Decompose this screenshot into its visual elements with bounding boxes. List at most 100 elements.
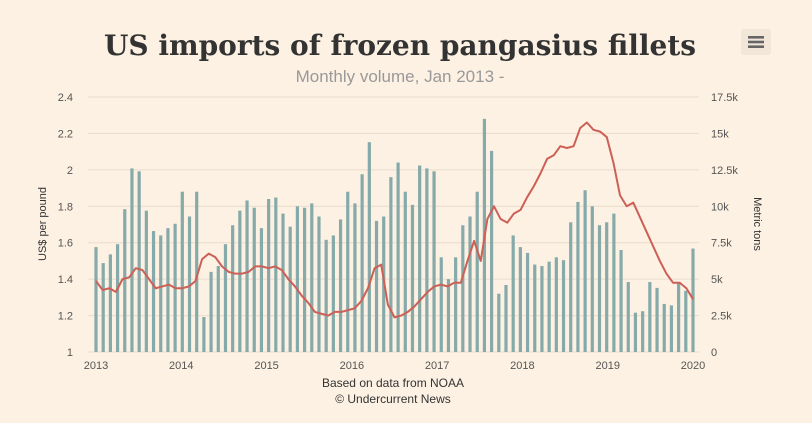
bar[interactable] bbox=[583, 190, 587, 352]
bar[interactable] bbox=[202, 317, 206, 352]
x-tick-label: 2013 bbox=[84, 360, 108, 372]
bar[interactable] bbox=[331, 235, 335, 352]
bar[interactable] bbox=[137, 171, 141, 352]
bar[interactable] bbox=[425, 168, 429, 352]
bar[interactable] bbox=[195, 191, 199, 352]
bar[interactable] bbox=[295, 206, 299, 352]
bar[interactable] bbox=[590, 206, 594, 352]
bar[interactable] bbox=[338, 219, 343, 352]
bar[interactable] bbox=[518, 247, 522, 352]
bar[interactable] bbox=[418, 165, 422, 352]
bar[interactable] bbox=[633, 312, 638, 352]
y-right-tick-labels: 0 2.5k 5k 7.5k 10k 12.5k 15k 17.5k bbox=[711, 92, 738, 359]
bar[interactable] bbox=[655, 287, 659, 352]
credit-publisher: © Undercurrent News bbox=[335, 392, 451, 406]
bar[interactable] bbox=[115, 244, 120, 352]
bar[interactable] bbox=[597, 225, 602, 352]
price-line[interactable] bbox=[95, 121, 694, 319]
bar[interactable] bbox=[677, 282, 681, 352]
chart-menu-button[interactable] bbox=[741, 29, 771, 55]
bar[interactable] bbox=[605, 222, 609, 352]
bar[interactable] bbox=[374, 220, 379, 352]
bar[interactable] bbox=[684, 290, 688, 352]
bar[interactable] bbox=[288, 226, 292, 352]
bar[interactable] bbox=[151, 231, 156, 352]
bar[interactable] bbox=[504, 284, 508, 352]
bar[interactable] bbox=[245, 200, 249, 352]
bar[interactable] bbox=[669, 305, 674, 352]
bar[interactable] bbox=[216, 266, 220, 352]
bar[interactable] bbox=[446, 279, 451, 352]
bar[interactable] bbox=[252, 207, 256, 352]
bar[interactable] bbox=[547, 261, 551, 352]
bar[interactable] bbox=[209, 271, 213, 352]
bar[interactable] bbox=[576, 201, 580, 352]
bar[interactable] bbox=[561, 260, 566, 352]
bar[interactable] bbox=[101, 263, 105, 352]
bar[interactable] bbox=[108, 254, 112, 352]
bar[interactable] bbox=[346, 191, 350, 352]
bar[interactable] bbox=[497, 293, 501, 352]
bar[interactable] bbox=[691, 248, 695, 352]
bar[interactable] bbox=[475, 191, 479, 352]
bar[interactable] bbox=[461, 225, 465, 352]
bar[interactable] bbox=[490, 150, 494, 352]
x-tick-label: 2015 bbox=[254, 360, 278, 372]
bar[interactable] bbox=[468, 216, 472, 352]
bar[interactable] bbox=[389, 177, 393, 352]
bar[interactable] bbox=[123, 209, 127, 352]
bar[interactable] bbox=[324, 239, 328, 352]
y-left-tick-label: 1.4 bbox=[58, 274, 73, 286]
bar[interactable] bbox=[540, 266, 544, 352]
bar[interactable] bbox=[259, 228, 264, 352]
bar[interactable] bbox=[432, 171, 436, 352]
bar[interactable] bbox=[511, 235, 515, 352]
y-left-tick-label: 1 bbox=[67, 347, 73, 359]
bar[interactable] bbox=[281, 213, 285, 352]
bar[interactable] bbox=[367, 142, 371, 352]
y-right-tick-label: 5k bbox=[711, 274, 723, 286]
bar[interactable] bbox=[144, 210, 148, 352]
bar[interactable] bbox=[310, 203, 314, 352]
bar[interactable] bbox=[94, 247, 98, 352]
bar[interactable] bbox=[302, 207, 307, 352]
bar[interactable] bbox=[130, 168, 134, 352]
bar[interactable] bbox=[360, 174, 364, 352]
y-left-tick-label: 2.4 bbox=[58, 92, 73, 104]
bar[interactable] bbox=[159, 235, 163, 352]
bar[interactable] bbox=[410, 204, 415, 352]
bar[interactable] bbox=[454, 257, 458, 352]
bar[interactable] bbox=[569, 222, 573, 352]
bar[interactable] bbox=[439, 257, 443, 352]
y-left-tick-label: 1.6 bbox=[58, 238, 73, 250]
bar[interactable] bbox=[554, 257, 558, 352]
bar[interactable] bbox=[626, 282, 630, 352]
bar[interactable] bbox=[533, 264, 537, 352]
bar[interactable] bbox=[317, 216, 321, 352]
bar[interactable] bbox=[274, 197, 278, 352]
bar[interactable] bbox=[648, 282, 652, 352]
bar[interactable] bbox=[223, 244, 228, 352]
bar[interactable] bbox=[619, 250, 623, 352]
bar[interactable] bbox=[187, 216, 192, 352]
x-tick-label: 2016 bbox=[340, 360, 364, 372]
bar[interactable] bbox=[238, 210, 242, 352]
y-right-tick-label: 2.5k bbox=[711, 311, 732, 323]
bar[interactable] bbox=[353, 203, 357, 352]
x-tick-label: 2017 bbox=[425, 360, 449, 372]
bar[interactable] bbox=[612, 213, 616, 352]
bar[interactable] bbox=[403, 191, 407, 352]
bar[interactable] bbox=[641, 311, 645, 352]
bar[interactable] bbox=[662, 303, 666, 352]
bar[interactable] bbox=[267, 199, 271, 352]
bar[interactable] bbox=[166, 228, 170, 352]
bar[interactable] bbox=[180, 191, 184, 352]
y-left-tick-label: 1.8 bbox=[58, 201, 73, 213]
x-tick-label: 2020 bbox=[681, 360, 705, 372]
bar[interactable] bbox=[525, 252, 530, 352]
bar[interactable] bbox=[231, 225, 235, 352]
x-tick-label: 2018 bbox=[510, 360, 534, 372]
y-right-tick-label: 12.5k bbox=[711, 165, 738, 177]
bar[interactable] bbox=[396, 162, 400, 352]
